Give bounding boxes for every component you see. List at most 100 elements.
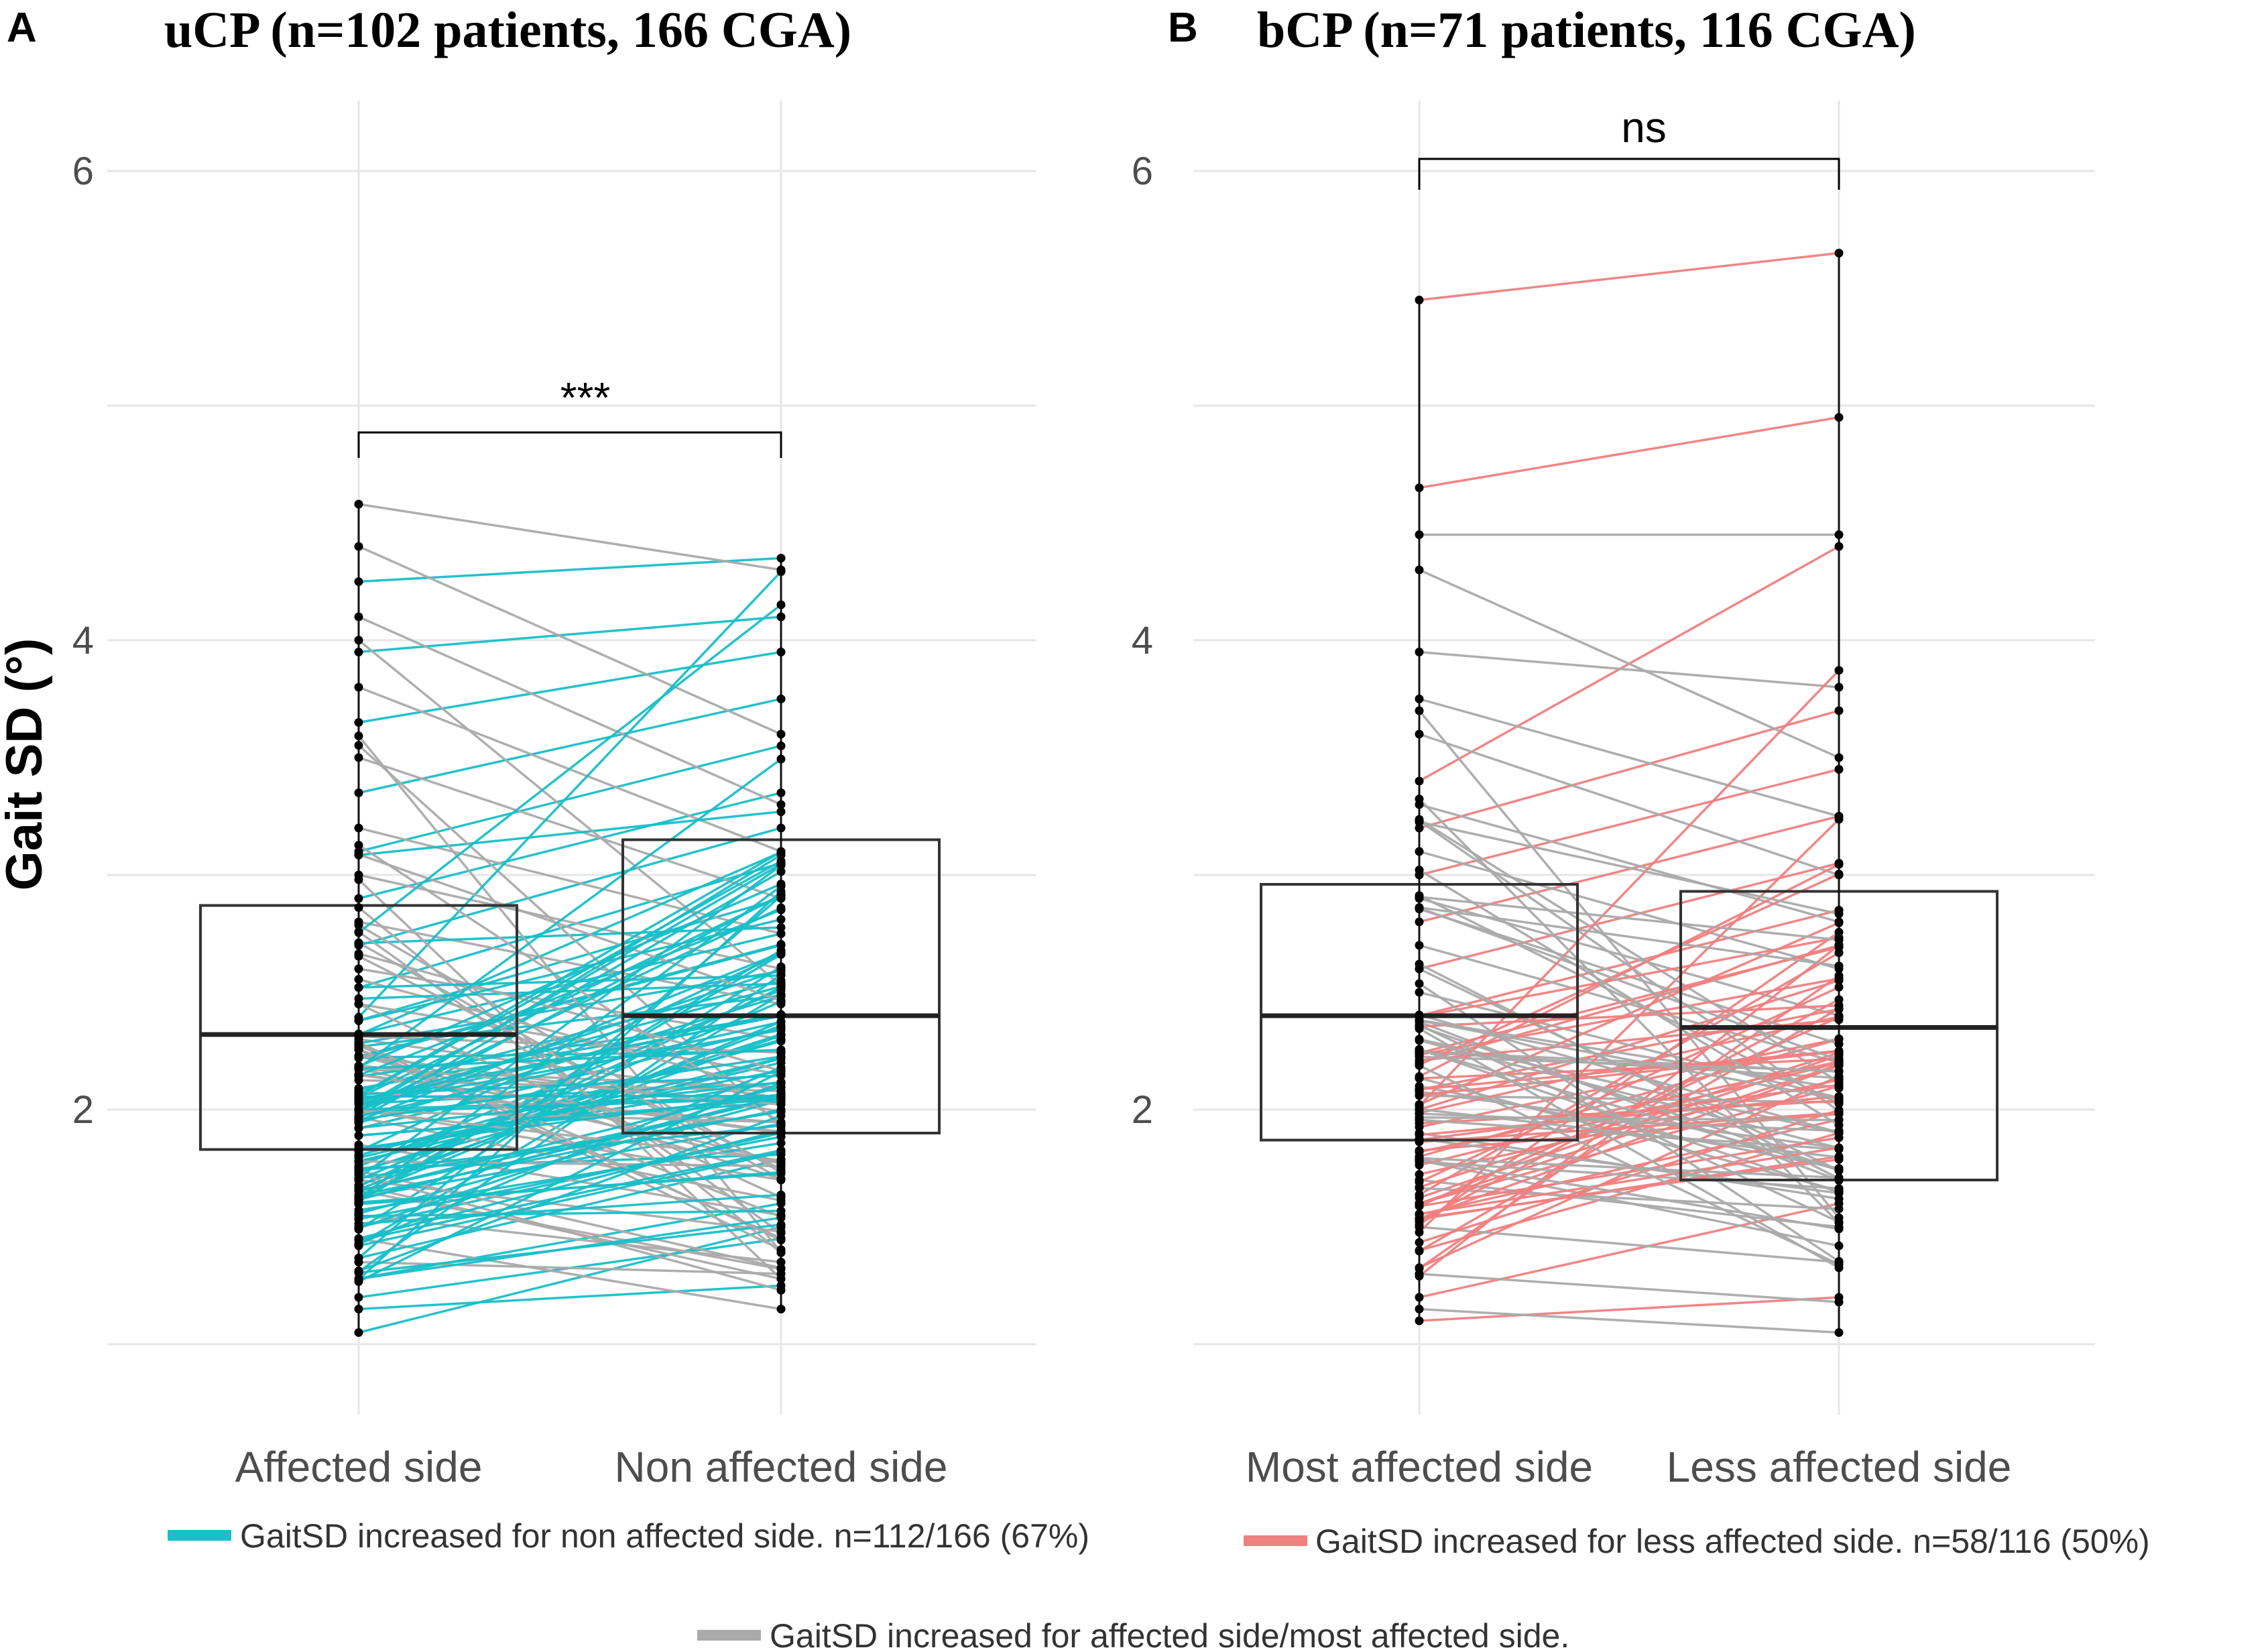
pair-line-increased [358,1069,782,1152]
data-point [354,1108,363,1117]
data-point [1415,1316,1424,1325]
pair-line-decreased [1419,803,1840,923]
pair-line-decreased [357,639,782,986]
panel-b-boxes [1260,253,1998,1333]
data-point [776,905,786,914]
data-point [776,1107,786,1116]
pair-line-increased [358,863,782,1110]
pair-line-increased [1419,1296,1840,1322]
data-point [1834,1187,1844,1197]
pair-line-increased [1419,1064,1840,1220]
data-point [354,823,363,833]
data-point [1415,1228,1424,1237]
panel-b: B bCP (n=71 patients, 116 CGA) 2 4 6 Most … [1132,2,2095,1491]
legend-label-non-affected: GaitSD increased for non affected side. … [240,1517,1089,1555]
pair-line-increased [1419,1083,1840,1141]
pair-line-increased [358,1129,782,1240]
panel-a-grid [107,101,1036,1415]
data-point [1834,961,1844,971]
data-point [354,999,363,1008]
data-point [776,788,786,797]
pair-line-decreased [358,1169,782,1269]
data-point [354,894,363,903]
pair-line-decreased [1419,1064,1840,1266]
data-point [1415,1074,1424,1083]
data-point [776,1167,786,1177]
pair-line-increased [357,603,782,934]
data-point [776,1206,786,1216]
data-point [354,1328,363,1337]
legend-label-less-affected: GaitSD increased for less affected side.… [1315,1523,2150,1560]
pair-line-decreased [358,545,782,735]
y-axis-label: Gait SD (°) [0,638,53,891]
data-point [1415,823,1424,833]
data-point [1834,1055,1844,1065]
data-point [776,1045,786,1055]
pair-line-increased [358,615,782,654]
data-point [354,975,363,984]
data-point [776,1156,786,1165]
pair-line-increased [1419,1146,1840,1216]
pair-line-increased [1418,931,1840,1226]
data-point [776,1035,786,1045]
data-point [1834,1224,1844,1234]
y-tick-label: 4 [72,619,94,662]
data-point [1415,941,1424,950]
pair-line-increased [358,1216,782,1281]
pair-line-increased [358,650,782,724]
data-point [1834,860,1844,869]
data-point [1834,1143,1844,1153]
data-point [776,1146,786,1155]
pair-line-increased [1419,1057,1840,1080]
data-point [354,1166,363,1175]
pair-line-increased [1419,1061,1840,1167]
data-point [776,923,786,932]
data-point [1834,706,1844,715]
pair-line-decreased [1419,1024,1840,1224]
data-point [1834,982,1844,992]
data-point [1834,1297,1844,1307]
pair-line-decreased [1419,906,1840,1061]
data-point [354,1199,363,1209]
panel-a: A uCP (n=102 patients, 166 CGA) 2 4 6 Affe… [7,2,1036,1491]
data-point [776,567,786,577]
panel-b-title: bCP (n=71 patients, 116 CGA) [1257,2,1916,58]
data-point [776,1220,786,1230]
data-point [1834,530,1844,539]
data-point [1834,909,1844,919]
data-point [776,1228,786,1238]
data-point [776,1017,786,1026]
data-point [354,1305,363,1313]
data-point [1415,1020,1424,1030]
pair-line-decreased [1419,1307,1840,1334]
pair-line-increased [358,853,782,1114]
data-point [354,1116,363,1126]
pair-line-increased [358,1193,782,1225]
panel-a-letter: A [7,5,37,51]
data-point [1415,1085,1424,1094]
pair-line-increased [358,908,782,1077]
data-point [354,1187,363,1196]
pair-line-decreased [358,1110,782,1162]
pair-line-increased [1419,1004,1840,1028]
data-point [354,1153,363,1163]
pair-line-decreased [357,744,782,1128]
pair-line-decreased [1419,1158,1840,1230]
pair-line-increased [358,850,782,1097]
data-point [1834,1128,1844,1137]
data-point [776,867,786,876]
pair-line-increased [358,968,782,1112]
pair-line-increased [358,1020,782,1118]
pair-line-decreased [1419,906,1840,967]
y-tick-label: 2 [72,1088,94,1132]
pair-line-increased [358,744,782,853]
data-point [354,1173,363,1183]
pair-line-increased [1419,1037,1840,1128]
pair-line-increased [358,1097,782,1137]
pair-line-increased [358,906,782,1111]
data-point [1834,1046,1844,1055]
pair-line-increased [1418,818,1840,1234]
data-point [776,929,786,939]
data-point [354,1016,363,1026]
